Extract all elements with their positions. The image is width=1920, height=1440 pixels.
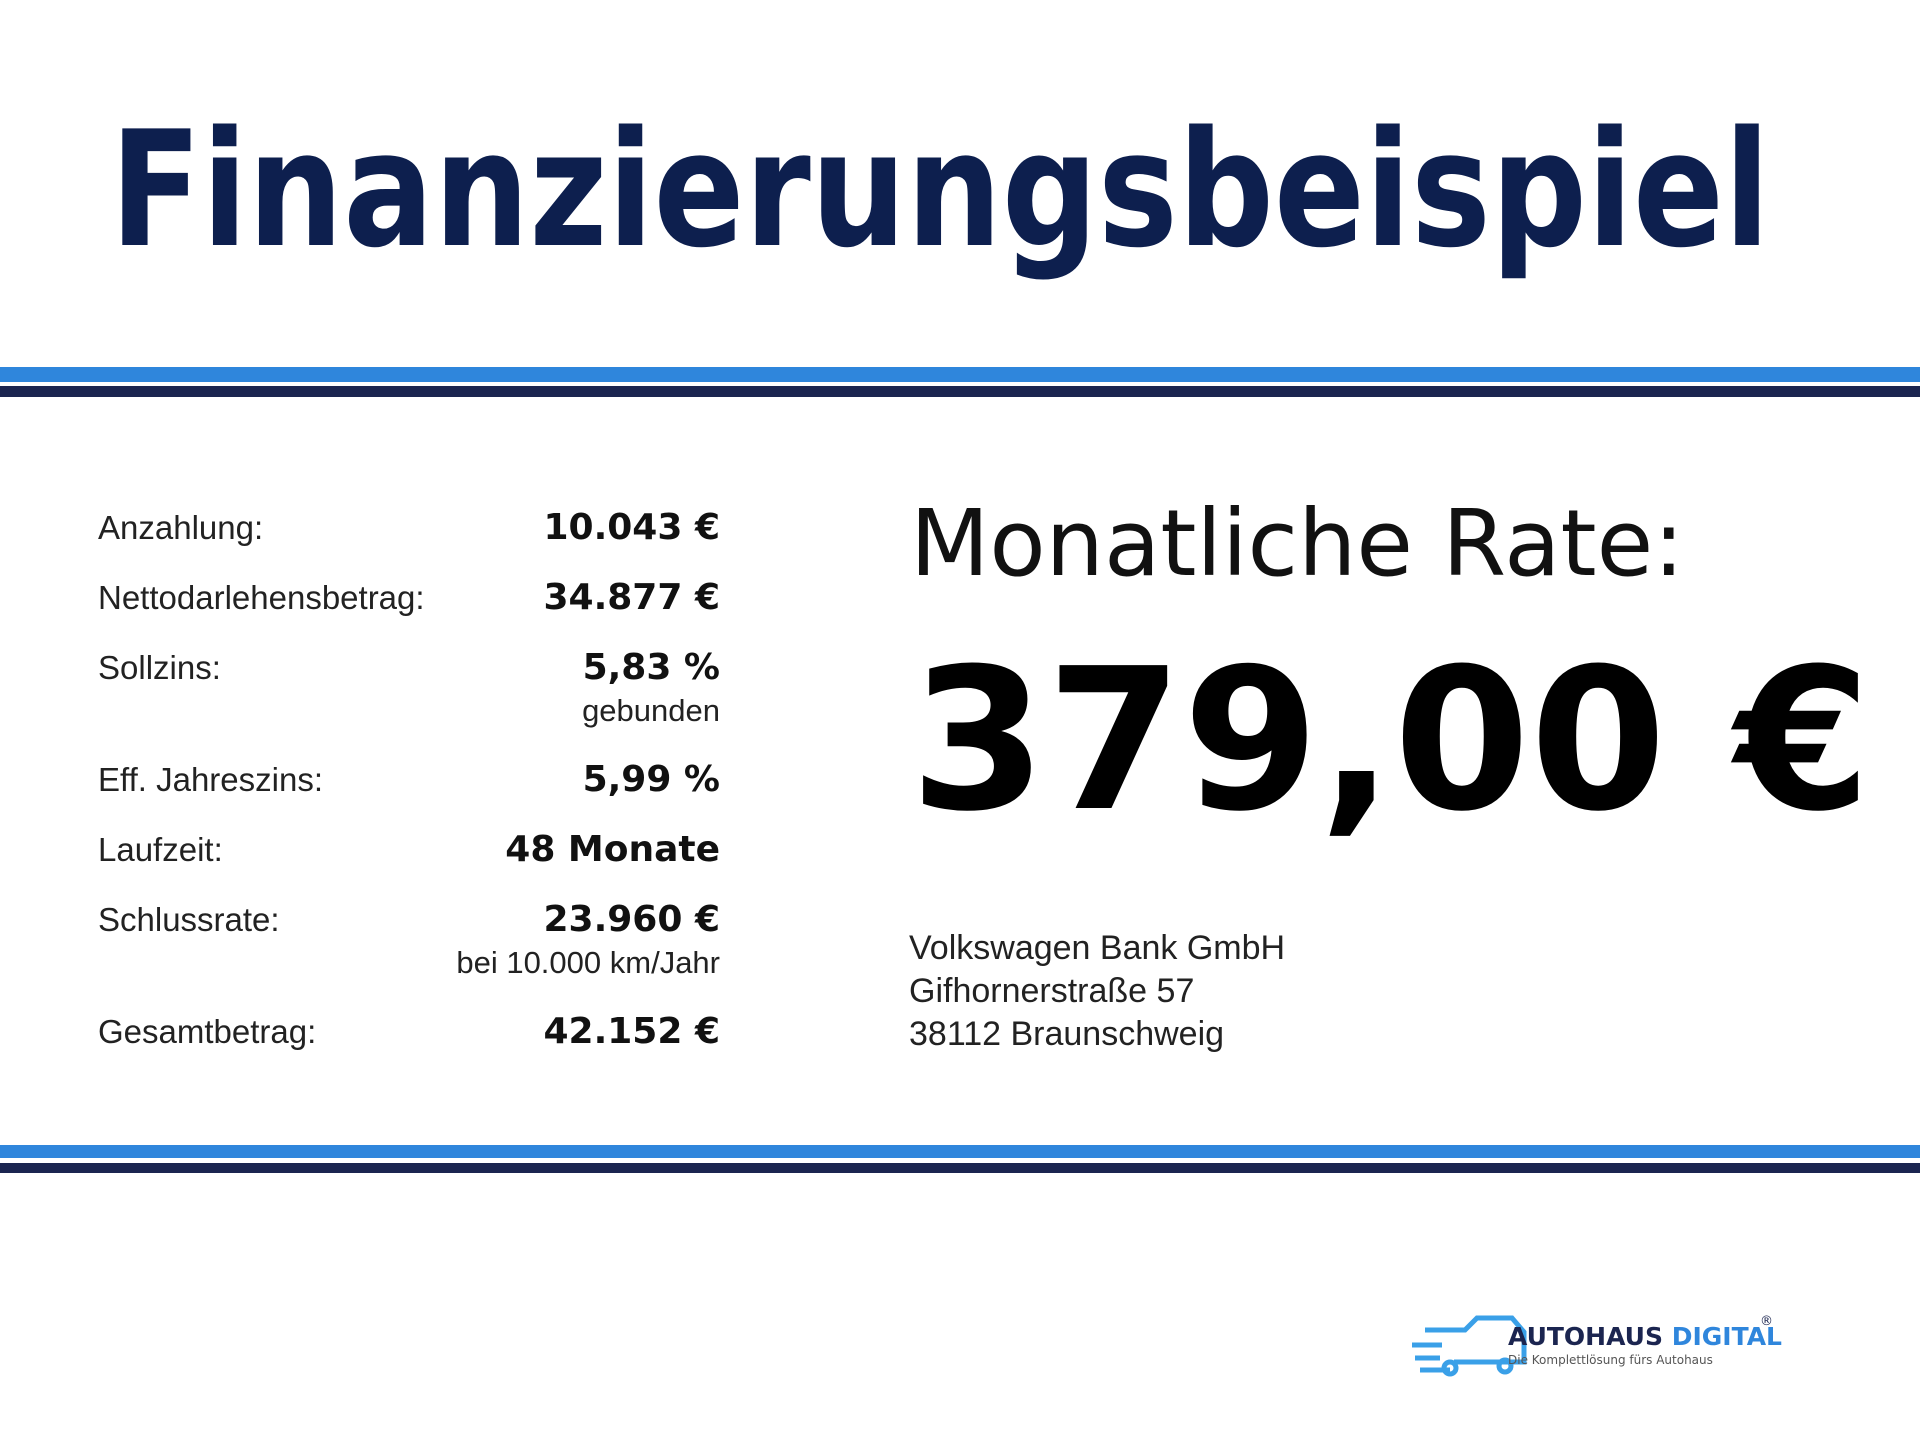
row-label: Laufzeit:: [98, 831, 223, 868]
row-label: Eff. Jahreszins:: [98, 761, 323, 798]
row-value: 34.877 €: [543, 577, 720, 618]
address-line: Gifhornerstraße 57: [909, 972, 1194, 1010]
row-note: gebunden: [582, 693, 720, 728]
divider-navy: [0, 386, 1920, 397]
address-line: Volkswagen Bank GmbH: [909, 929, 1285, 967]
row-label: Gesamtbetrag:: [98, 1013, 316, 1050]
row-label: Schlussrate:: [98, 901, 280, 938]
divider-navy: [0, 1163, 1920, 1173]
row-value: 23.960 €: [543, 899, 720, 940]
title: Finanzierungsbeispiel: [110, 96, 1770, 283]
divider-blue: [0, 367, 1920, 382]
row-note: bei 10.000 km/Jahr: [456, 945, 720, 980]
financing-table: Anzahlung: 10.043 € Nettodarlehensbetrag: 3…: [98, 507, 720, 1052]
rate-amount: 379,00 €: [910, 627, 1871, 855]
row-value: 5,99 %: [583, 759, 720, 800]
logo: AUTOHAUS DIGITAL ® Die Komplettlösung fü…: [1412, 1314, 1782, 1377]
row-label: Nettodarlehensbetrag:: [98, 579, 425, 616]
logo-name: AUTOHAUS DIGITAL: [1508, 1322, 1782, 1351]
bank-address: Volkswagen Bank GmbH Gifhornerstraße 57 38…: [909, 929, 1285, 1053]
logo-tagline: Die Komplettlösung fürs Autohaus: [1508, 1353, 1713, 1367]
logo-icon: [1412, 1315, 1527, 1377]
row-value: 5,83 %: [583, 647, 720, 688]
address-line: 38112 Braunschweig: [909, 1015, 1224, 1053]
row-value: 48 Monate: [505, 829, 720, 870]
row-value: 42.152 €: [543, 1011, 720, 1052]
rate-label: Monatliche Rate:: [910, 490, 1684, 597]
row-value: 10.043 €: [543, 507, 720, 548]
logo-registered: ®: [1760, 1314, 1773, 1329]
divider-blue: [0, 1145, 1920, 1158]
row-label: Anzahlung:: [98, 509, 263, 546]
row-label: Sollzins:: [98, 649, 221, 686]
